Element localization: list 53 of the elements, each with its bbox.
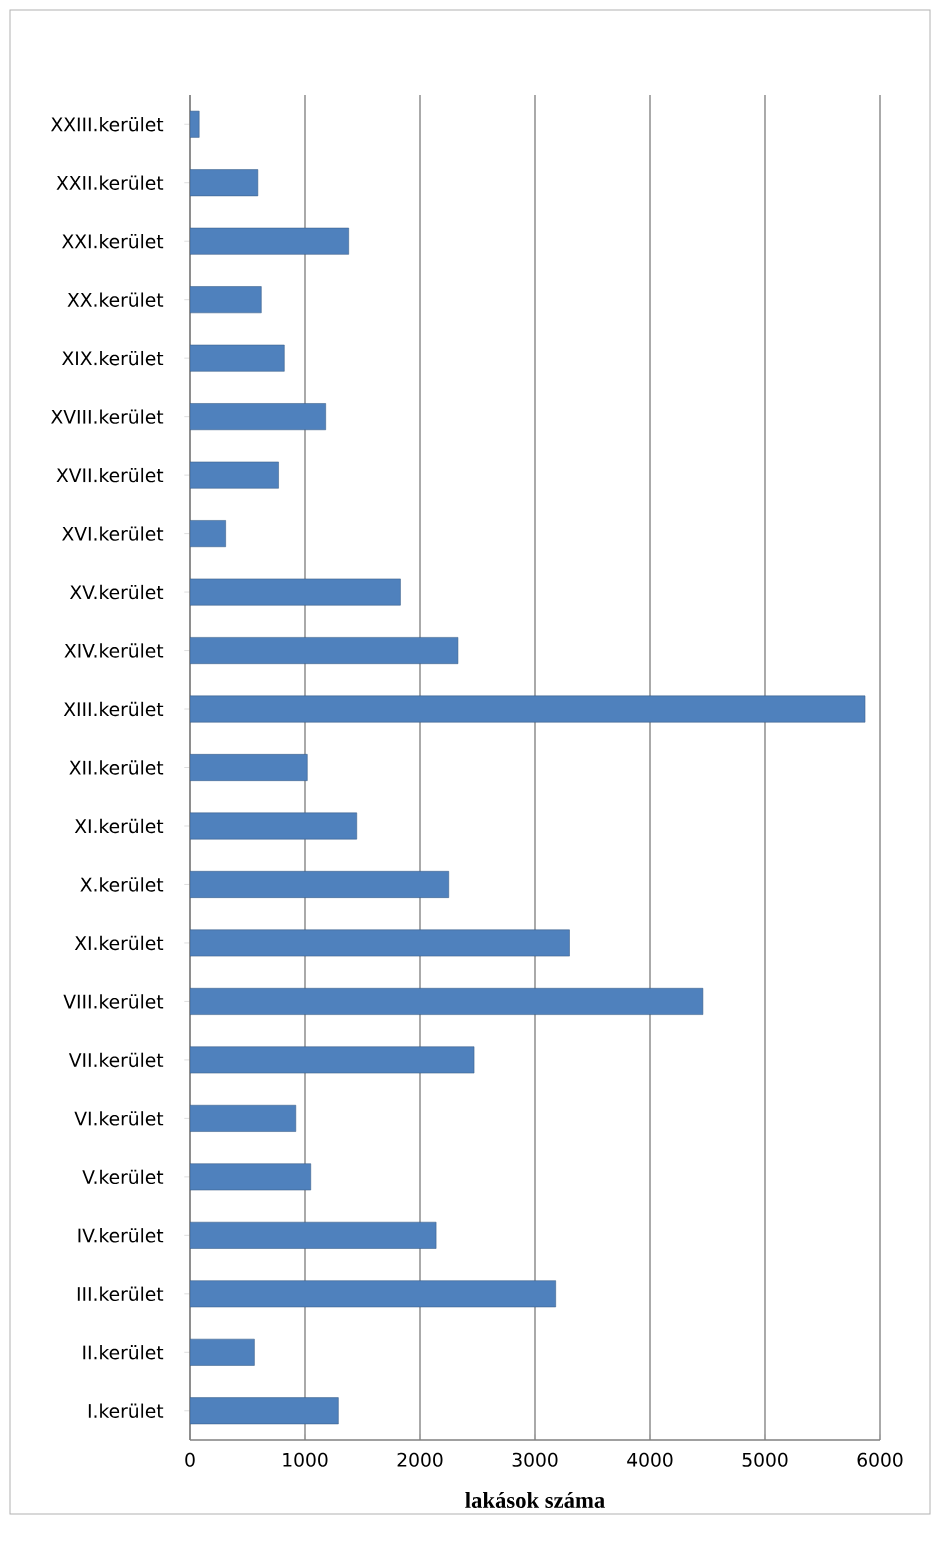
bar [190, 344, 285, 372]
y-tick-label: XXI.kerület [62, 233, 164, 249]
bar [190, 1397, 339, 1425]
bar [190, 1338, 255, 1366]
x-tick-label: 1000 [283, 1452, 328, 1467]
y-tick-label: V.kerület [82, 1169, 164, 1185]
x-tick-label: 5000 [742, 1452, 788, 1467]
y-tick-label: I.kerület [88, 1403, 164, 1418]
y-tick-label: XVII.kerület [56, 467, 164, 483]
bar [190, 929, 570, 957]
y-tick-label: XXIII.kerület [51, 117, 164, 132]
y-tick-label: XVI.kerület [62, 526, 164, 541]
x-tick-label: 3000 [512, 1452, 558, 1467]
x-tick-label: 4000 [627, 1452, 673, 1467]
y-tick-label: VII.kerület [68, 1052, 164, 1068]
y-tick-label: X.kerület [80, 877, 164, 892]
x-tick-label: 0 [185, 1452, 195, 1467]
y-tick-label: XIX.kerület [62, 350, 164, 366]
bar [190, 227, 349, 255]
y-tick-label: II.kerület [83, 1345, 164, 1360]
bar [190, 1046, 475, 1074]
bar [190, 578, 401, 606]
y-tick-label: XXII.kerület [56, 175, 164, 190]
y-tick-label: XIII.kerület [63, 701, 164, 717]
x-axis-title: lakások száma [465, 1492, 605, 1508]
y-tick-label: XII.kerület [69, 760, 164, 775]
y-tick-label: XV.kerület [69, 584, 164, 600]
y-tick-label: III.kerület [77, 1286, 164, 1302]
bar [190, 988, 704, 1015]
y-tick-label: XI.kerület [74, 818, 164, 834]
bar [190, 169, 259, 197]
y-tick-label: XVIII.kerület [51, 409, 164, 424]
bar [190, 812, 358, 840]
bar [190, 1221, 437, 1249]
y-tick-label: VI.kerület [74, 1111, 164, 1126]
y-tick-label: IV.kerület [78, 1228, 164, 1243]
x-tick-label: 6000 [857, 1452, 903, 1467]
bar [190, 637, 459, 664]
y-tick-label: XX.kerület [67, 292, 164, 307]
bar [190, 871, 450, 898]
bar [190, 461, 279, 489]
bar [190, 520, 226, 548]
bar [190, 403, 326, 431]
bar [190, 1280, 556, 1308]
bar [190, 695, 866, 723]
y-tick-label: VIII.kerület [63, 994, 164, 1009]
y-tick-label: XI.kerület [74, 935, 164, 951]
bar [190, 1104, 297, 1132]
x-tick-label: 2000 [397, 1452, 443, 1467]
bar [190, 286, 262, 314]
y-tick-label: XIV.kerület [64, 643, 164, 658]
bar [190, 754, 308, 781]
bar [190, 1163, 312, 1191]
